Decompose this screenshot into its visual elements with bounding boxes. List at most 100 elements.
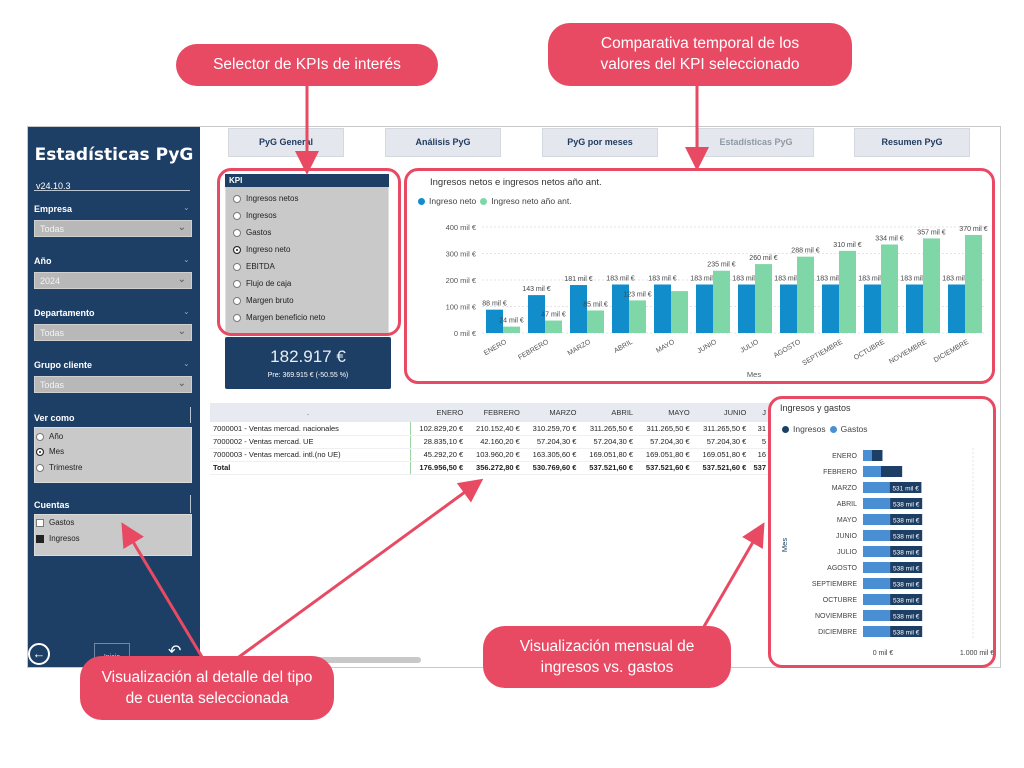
version-link[interactable]: v24.10.3 (36, 181, 71, 191)
kpi-card-value: 182.917 € (270, 347, 346, 366)
chart2-bar-ingresos[interactable] (890, 578, 923, 589)
chart1-bar[interactable] (503, 326, 520, 333)
matrix-column-header[interactable]: . (210, 403, 410, 422)
highlight-kpi-selector (217, 168, 401, 336)
chart1-bar[interactable] (570, 285, 587, 333)
chart2-bar-ingresos[interactable] (890, 562, 923, 573)
table-row[interactable]: Total 176.956,50 €356.272,80 €530.769,60 … (210, 460, 770, 475)
chart2-bar-ingresos[interactable] (889, 482, 922, 493)
view-as-option-trimestre[interactable]: Trimestre (36, 463, 82, 472)
nav-pyg-por-meses[interactable]: PyG por meses (542, 128, 658, 157)
matrix-cell: 28.835,10 € (410, 435, 468, 449)
chart2-x-tick: 1.000 mil € (960, 650, 994, 657)
chart2-bar-gastos[interactable] (863, 546, 903, 557)
chart2-bar-ingresos[interactable] (890, 610, 923, 621)
chart1-bar[interactable] (864, 284, 881, 333)
accounts-option-ingresos[interactable]: Ingresos (36, 534, 80, 543)
view-as-option-anio[interactable]: Año (36, 432, 63, 441)
matrix-cell: 57.204,30 € (693, 435, 751, 449)
chart2-bar-ingresos[interactable] (890, 594, 923, 605)
chart1-bar[interactable] (612, 284, 629, 333)
table-row[interactable]: 7000002 - Ventas mercad. UE 28.835,10 €42… (210, 435, 770, 449)
matrix-column-header[interactable]: J (750, 403, 770, 422)
chart1-bar[interactable] (738, 284, 755, 333)
chart2-bar-ingresos[interactable] (881, 466, 903, 477)
chart1-bar[interactable] (713, 270, 730, 333)
chart1-bar[interactable] (671, 291, 688, 333)
chart1-bar[interactable] (629, 300, 646, 333)
chart1-bar[interactable] (965, 234, 982, 333)
chart1-bar[interactable] (654, 284, 671, 333)
chart1-bar[interactable] (545, 320, 562, 333)
empresa-dropdown[interactable]: Todas ⌄ (34, 220, 192, 237)
chart2-bar-ingresos[interactable] (890, 530, 923, 541)
nav-analisis-pyg[interactable]: Análisis PyG (385, 128, 501, 157)
chart1-bar[interactable] (696, 284, 713, 333)
chart1-bar[interactable] (528, 295, 545, 333)
chevron-down-icon[interactable]: ⌄ (183, 359, 190, 368)
chevron-down-icon[interactable]: ⌄ (183, 203, 190, 212)
kpi-option[interactable]: Ingreso neto (233, 245, 290, 254)
chart2-bar-ingresos[interactable] (871, 450, 883, 461)
chart2-bar-gastos[interactable] (863, 498, 903, 509)
matrix-column-header[interactable]: ABRIL (580, 403, 638, 422)
chart1-bar[interactable] (587, 310, 604, 333)
chart2-bar-gastos[interactable] (863, 466, 887, 477)
chevron-down-icon[interactable]: ⌄ (183, 307, 190, 316)
matrix-cell: 57.204,30 € (637, 435, 694, 449)
chart2-bar-gastos[interactable] (863, 450, 873, 461)
chart1-y-tick: 0 mil € (454, 329, 477, 338)
kpi-option[interactable]: Flujo de caja (233, 279, 291, 288)
kpi-option[interactable]: Margen beneficio neto (233, 313, 325, 322)
chart2-bar-gastos[interactable] (863, 530, 903, 541)
departamento-label: Departamento (34, 308, 95, 318)
nav-resumen-pyg[interactable]: Resumen PyG (854, 128, 970, 157)
chart1-bar[interactable] (755, 264, 772, 333)
nav-pyg-general[interactable]: PyG General (228, 128, 344, 157)
chart2-bar-ingresos[interactable] (890, 498, 923, 509)
view-as-option-mes[interactable]: Mes (36, 447, 64, 456)
chart1-bar[interactable] (839, 250, 856, 333)
chart1-bar[interactable] (822, 284, 839, 333)
kpi-option[interactable]: Gastos (233, 228, 271, 237)
matrix-column-header[interactable]: ENERO (410, 403, 468, 422)
accounts-option-gastos[interactable]: Gastos (36, 518, 74, 527)
chart2-bar-gastos[interactable] (863, 626, 903, 637)
matrix-column-header[interactable]: FEBRERO (467, 403, 524, 422)
table-row[interactable]: 7000003 - Ventas mercad. intl.(no UE) 45.… (210, 448, 770, 462)
chart1-bar[interactable] (797, 256, 814, 333)
chart2-bar-gastos[interactable] (863, 514, 903, 525)
chart1-bar[interactable] (923, 238, 940, 333)
nav-estadisticas-pyg[interactable]: Estadísticas PyG (698, 128, 814, 157)
chart1-bar[interactable] (881, 244, 898, 333)
chart1-bar[interactable] (486, 309, 503, 333)
anio-dropdown[interactable]: 2024 ⌄ (34, 272, 192, 289)
circle-arrow-left-icon[interactable]: ← (28, 643, 50, 665)
chart2-bar-gastos[interactable] (863, 610, 903, 621)
chevron-down-icon[interactable]: ⌄ (183, 255, 190, 264)
chart2-bar-ingresos[interactable] (890, 546, 923, 557)
chart1-data-label: 288 mil € (791, 248, 820, 255)
kpi-option[interactable]: Ingresos (233, 211, 277, 220)
matrix-column-header[interactable]: MAYO (637, 403, 694, 422)
radio-icon (233, 296, 241, 305)
chart2-bar-gastos[interactable] (863, 482, 902, 493)
departamento-dropdown[interactable]: Todas ⌄ (34, 324, 192, 341)
chart2-y-tick: JULIO (837, 549, 857, 556)
chart1-bar[interactable] (948, 284, 965, 333)
chart1-bar[interactable] (780, 284, 797, 333)
table-row[interactable]: 7000001 - Ventas mercad. nacionales 102.8… (210, 422, 770, 436)
kpi-option[interactable]: Ingresos netos (233, 194, 298, 203)
chart2-bar-gastos[interactable] (863, 578, 903, 589)
grupo-cliente-dropdown[interactable]: Todas ⌄ (34, 376, 192, 393)
chart2-bar-ingresos[interactable] (890, 626, 923, 637)
chart1-bar[interactable] (906, 284, 923, 333)
matrix-column-header[interactable]: MARZO (523, 403, 581, 422)
kpi-option[interactable]: EBITDA (233, 262, 275, 271)
kpi-option[interactable]: Margen bruto (233, 296, 294, 305)
chart2-bar-ingresos[interactable] (890, 514, 923, 525)
chart2-data-label: 538 mil € (893, 566, 920, 573)
matrix-column-header[interactable]: JUNIO (693, 403, 751, 422)
chart2-bar-gastos[interactable] (863, 594, 903, 605)
chart2-bar-gastos[interactable] (863, 562, 903, 573)
